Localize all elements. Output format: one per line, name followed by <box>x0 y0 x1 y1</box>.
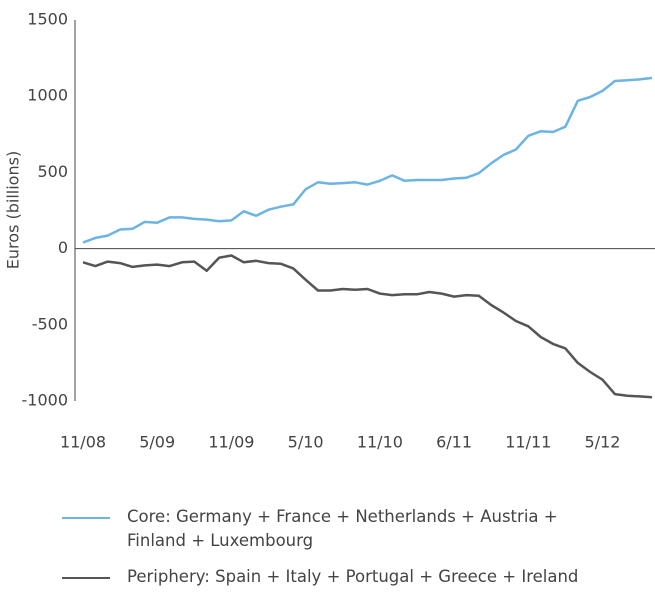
chart: Euros (billions) -1000 -500 0 500 1000 1500 11… <box>4 10 655 452</box>
x-tick-label: 5/10 <box>288 433 324 452</box>
x-tick-label: 5/09 <box>139 433 175 452</box>
series-line <box>82 254 653 399</box>
legend-swatch <box>62 577 110 579</box>
y-tick-label: -1000 <box>22 391 69 410</box>
series-line <box>82 76 653 244</box>
y-tick-label: 1000 <box>27 86 68 105</box>
x-tick-label: 11/09 <box>208 433 254 452</box>
legend-swatch <box>62 517 110 519</box>
legend-entry: Core: Germany + France + Netherlands + A… <box>62 505 622 553</box>
legend-text: Core: Germany + France + Netherlands + A… <box>127 507 558 550</box>
legend-entry: Periphery: Spain + Italy + Portugal + Gr… <box>62 565 622 589</box>
x-tick-label: 11/11 <box>505 433 551 452</box>
y-tick-label: 500 <box>37 162 68 181</box>
y-tick-label: 0 <box>58 238 68 257</box>
x-tick-label: 11/10 <box>357 433 403 452</box>
x-tick-label: 6/11 <box>436 433 472 452</box>
legend-text: Periphery: Spain + Italy + Portugal + Gr… <box>127 567 579 586</box>
y-axis-label: Euros (billions) <box>4 151 23 269</box>
x-tick-label: 11/08 <box>60 433 106 452</box>
y-tick-label: 1500 <box>27 10 68 29</box>
x-tick-label: 5/12 <box>585 433 621 452</box>
y-tick-label: -500 <box>32 314 68 333</box>
